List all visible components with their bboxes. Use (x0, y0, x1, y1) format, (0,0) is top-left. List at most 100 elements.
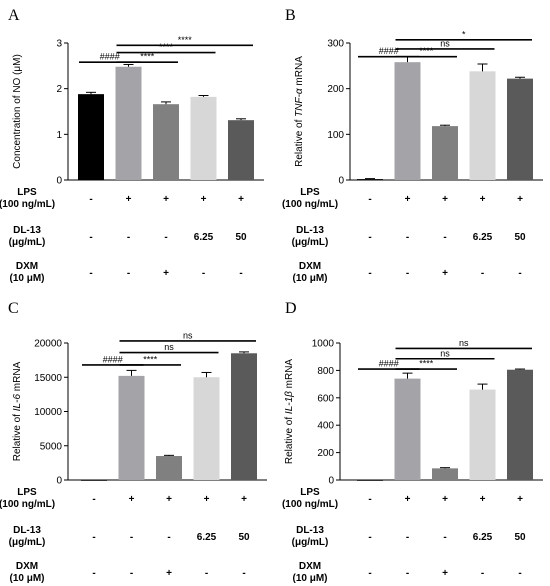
y-tick-label: 0 (56, 476, 62, 487)
y-tick-label: 200 (327, 84, 344, 95)
condition-mark: - (443, 232, 446, 243)
condition-unit-dl13: (μg/mL) (292, 237, 329, 248)
condition-mark: + (442, 494, 448, 505)
significance-label: **** (178, 35, 193, 45)
significance-label: **** (419, 46, 434, 56)
condition-label-dxm: DXM (299, 561, 321, 572)
y-axis-label-part: Concentration of NO (μM) (12, 54, 23, 169)
condition-mark: 50 (235, 232, 247, 243)
condition-mark: + (126, 194, 132, 205)
condition-mark: - (89, 232, 92, 243)
condition-mark: - (127, 232, 130, 243)
significance-label: ns (440, 348, 450, 358)
condition-unit-lps: (100 ng/mL) (282, 499, 338, 510)
y-tick-label: 10000 (34, 407, 62, 418)
panel-letter: D (285, 300, 297, 317)
condition-mark: - (518, 268, 521, 279)
y-tick-label: 600 (317, 393, 334, 404)
condition-mark: - (89, 268, 92, 279)
y-tick-label: 800 (317, 366, 334, 377)
y-tick-label: 1000 (312, 339, 335, 350)
condition-mark: 50 (514, 532, 526, 543)
bar (507, 369, 533, 480)
condition-mark: + (163, 268, 169, 279)
panel-letter: C (8, 300, 19, 317)
condition-mark: - (239, 268, 242, 279)
condition-mark: - (368, 532, 371, 543)
y-axis-label-part: Relative of (12, 411, 23, 461)
condition-mark: + (241, 494, 247, 505)
condition-unit-lps: (100 ng/mL) (282, 199, 338, 210)
condition-unit-dxm: (10 μM) (9, 573, 44, 584)
condition-label-dxm: DXM (299, 261, 321, 272)
bar (228, 120, 254, 180)
significance-label: **** (419, 359, 434, 369)
y-tick-label: 20000 (34, 339, 62, 350)
condition-unit-dxm: (10 μM) (9, 273, 44, 284)
condition-mark: - (164, 232, 167, 243)
condition-mark: + (480, 494, 486, 505)
significance-label: ns (183, 330, 193, 340)
panel-d: D 0 200 400 600 800 1000 Relative of IL-1β mRNA… (282, 300, 543, 584)
significance-label: **** (143, 354, 158, 364)
condition-mark: - (406, 268, 409, 279)
condition-unit-dxm: (10 μM) (292, 573, 327, 584)
y-tick-label: 400 (317, 421, 334, 432)
condition-label-dl13: DL-13 (296, 225, 324, 236)
condition-unit-lps: (100 ng/mL) (0, 199, 55, 210)
condition-mark: + (166, 494, 172, 505)
y-tick-label: 200 (317, 448, 334, 459)
bar (78, 94, 104, 180)
significance-label: ns (440, 38, 450, 48)
y-tick-label: 15000 (34, 373, 62, 384)
condition-label-lps: LPS (17, 187, 37, 198)
condition-mark: 6.25 (473, 232, 493, 243)
condition-mark: - (406, 568, 409, 579)
significance-label: ns (164, 342, 174, 352)
condition-mark: - (242, 568, 245, 579)
bar (231, 353, 257, 480)
y-axis-label-part: Relative of (284, 414, 295, 464)
condition-mark: + (129, 494, 135, 505)
bar (115, 66, 142, 180)
condition-mark: 6.25 (197, 532, 217, 543)
condition-mark: + (163, 194, 169, 205)
condition-unit-dxm: (10 μM) (292, 273, 327, 284)
condition-mark: 50 (238, 532, 250, 543)
condition-mark: 50 (514, 232, 526, 243)
panel-a: A 0 1 2 3 Concentration of NO (μM) #### **** ***… (0, 7, 264, 284)
y-axis-label-part: Relative of (294, 117, 305, 167)
y-tick-label: 0 (56, 176, 62, 187)
condition-mark: - (205, 568, 208, 579)
condition-mark: + (201, 194, 207, 205)
condition-mark: - (481, 568, 484, 579)
significance-label: ns (459, 338, 469, 348)
bar (190, 96, 217, 180)
condition-mark: + (238, 194, 244, 205)
y-axis-label: Relative of TNF-α mRNA (294, 56, 305, 167)
y-axis-label-part: IL-6 (12, 394, 23, 412)
condition-mark: + (204, 494, 210, 505)
y-tick-label: 0 (328, 476, 334, 487)
condition-unit-dl13: (μg/mL) (292, 537, 329, 548)
y-axis-label-part: mRNA (294, 56, 305, 89)
condition-mark: - (481, 268, 484, 279)
bar (193, 377, 220, 480)
bar (432, 126, 458, 180)
bar (153, 104, 179, 180)
significance-label: #### (103, 354, 123, 364)
y-axis-label: Concentration of NO (μM) (12, 54, 23, 169)
condition-mark: - (368, 268, 371, 279)
condition-mark: + (442, 194, 448, 205)
condition-mark: - (368, 232, 371, 243)
y-axis-label: Relative of IL-6 mRNA (12, 361, 23, 461)
y-tick-label: 1 (56, 130, 62, 141)
condition-mark: - (130, 568, 133, 579)
condition-mark: - (92, 568, 95, 579)
significance-label: * (462, 29, 466, 39)
condition-mark: - (127, 268, 130, 279)
y-tick-label: 0 (338, 176, 344, 187)
condition-label-dl13: DL-13 (296, 525, 324, 536)
